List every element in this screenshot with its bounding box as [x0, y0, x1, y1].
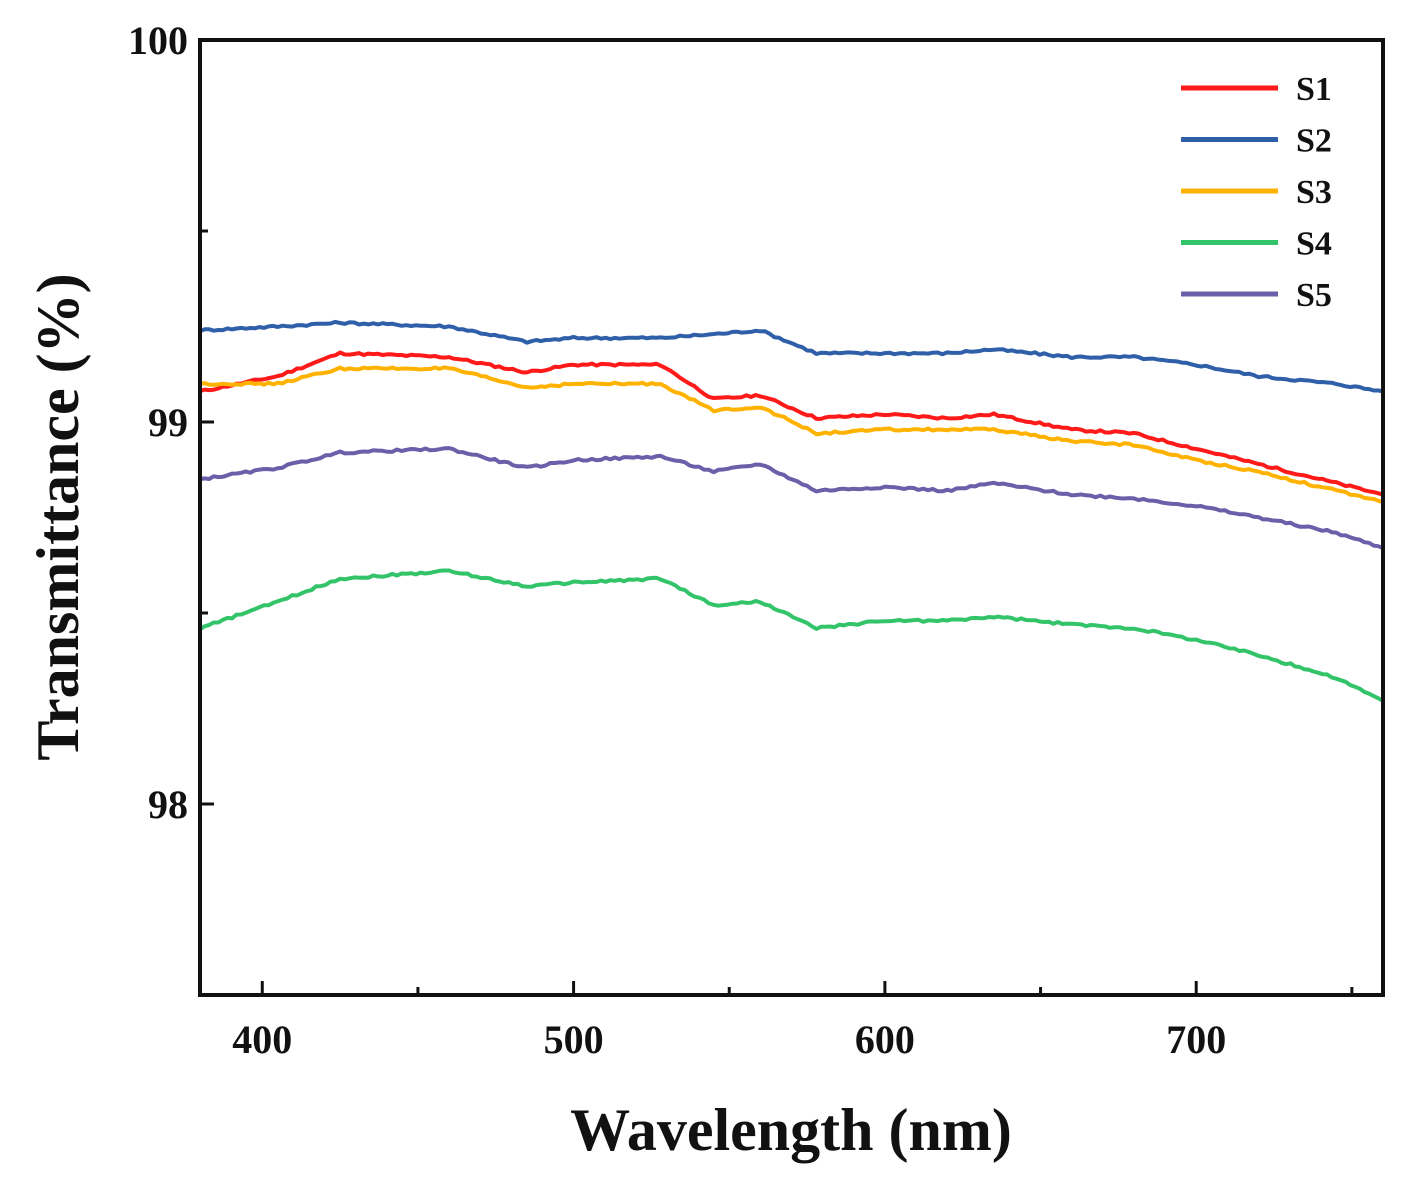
series-line-s2 — [199, 319, 1384, 394]
series-lines — [198, 319, 1384, 703]
legend-label-s4: S4 — [1296, 226, 1332, 263]
x-tick-label-600: 600 — [855, 1017, 915, 1062]
y-tick-label-100: 100 — [128, 18, 188, 63]
series-line-s4 — [198, 568, 1384, 703]
series-line-s1 — [199, 350, 1384, 497]
plot-frame — [198, 38, 1385, 997]
x-tick-label-500: 500 — [544, 1017, 604, 1062]
legend-label-s2: S2 — [1296, 123, 1332, 160]
y-axis-title: Transmittance (%) — [25, 273, 91, 760]
series-line-s5 — [199, 446, 1384, 550]
x-tick-label-700: 700 — [1166, 1017, 1226, 1062]
x-tick-label-400: 400 — [232, 1017, 292, 1062]
y-tick-label-98: 98 — [148, 782, 188, 827]
series-line-s3 — [199, 365, 1384, 505]
legend: S1 S2 S3 S4 S5 — [1181, 71, 1332, 314]
legend-label-s5: S5 — [1296, 277, 1332, 314]
axes: 400 500 600 700 98 99 100 — [128, 18, 1354, 1062]
y-tick-label-99: 99 — [148, 400, 188, 445]
legend-label-s3: S3 — [1296, 174, 1332, 211]
legend-label-s1: S1 — [1296, 71, 1332, 108]
x-axis-title: Wavelength (nm) — [570, 1097, 1012, 1163]
